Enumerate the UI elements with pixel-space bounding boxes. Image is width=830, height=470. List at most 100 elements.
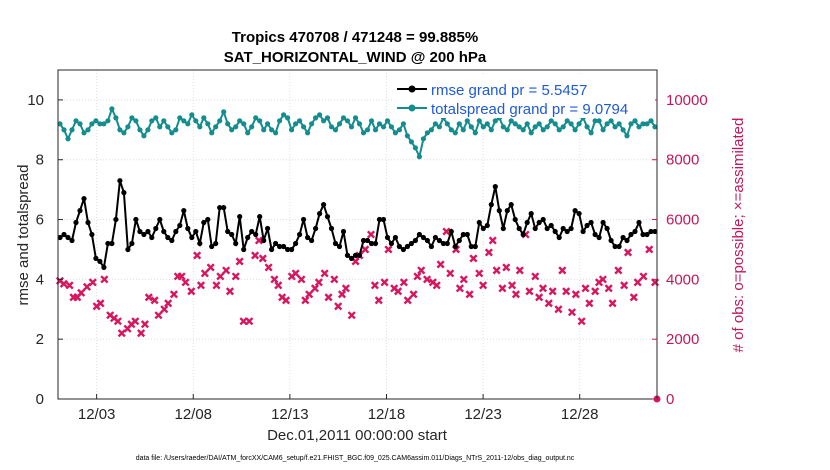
totalspread-point [488,127,494,133]
rmse-point [257,214,263,220]
rmse-point [356,252,363,258]
totalspread-point [644,121,650,127]
x-tick-label: 12/13 [271,406,309,423]
totalspread-point [265,121,271,127]
left-tick-label: 10 [27,92,44,109]
obs-marker [538,284,548,293]
rmse-point [141,231,147,238]
totalspread-point [225,121,231,127]
obs-marker [187,287,196,296]
totalspread-point [273,130,279,136]
totalspread-point [576,121,582,127]
totalspread-point [372,127,379,133]
totalspread-point [269,127,275,133]
obs-marker [212,281,221,290]
totalspread-point [352,115,359,121]
obs-marker [459,275,468,284]
obs-marker [535,293,544,302]
obs-marker [231,272,240,281]
obs-marker [502,263,511,272]
totalspread-point [364,127,371,133]
rmse-point [412,237,418,244]
rmse-point [628,231,634,238]
x-tick-label: 12/03 [78,406,116,423]
rmse-point [97,258,103,264]
rmse-point [544,225,550,232]
rmse-point [265,225,271,232]
totalspread-point [384,118,391,124]
rmse-point [113,216,119,223]
totalspread-point [636,124,642,130]
totalspread-point [532,124,538,130]
totalspread-point [420,136,426,142]
rmse-point [65,234,71,241]
totalspread-point [604,121,610,127]
totalspread-point [73,118,79,124]
rmse-point [293,240,299,247]
obs-marker [544,299,553,308]
rmse-point [197,240,203,247]
totalspread-point [125,124,131,130]
rmse-point [432,234,438,241]
totalspread-point [157,124,163,130]
totalspread-point [233,124,239,130]
x-tick-label: 12/08 [174,406,212,423]
obs-marker [314,278,323,287]
obs-marker [77,288,86,297]
totalspread-point [432,121,438,127]
chart-title-line1: Tropics 470708 / 471248 = 99.885% [232,29,478,46]
totalspread-point [600,127,606,133]
totalspread-point [448,127,454,133]
totalspread-point [332,127,339,133]
obs-marker [320,269,329,278]
totalspread-point [556,127,562,133]
totalspread-point [281,112,287,118]
totalspread-point [69,127,75,133]
obs-marker [324,293,333,302]
totalspread-point [237,118,243,124]
totalspread-point [520,127,526,133]
obs-marker [469,254,478,263]
obs-marker [181,278,190,287]
obs-marker [297,275,306,284]
obs-marker [200,269,209,278]
rmse-point [508,202,514,208]
obs-marker [96,299,105,308]
totalspread-point [197,124,203,130]
obs-marker [347,311,356,320]
totalspread-point [652,124,658,130]
legend-rmse-label: rmse grand pr = 5.5457 [431,82,587,99]
rmse-point [532,225,538,232]
rmse-point [516,225,522,232]
totalspread-point [245,130,251,136]
obs-marker [254,236,264,245]
rmse-point [105,240,111,247]
rmse-point [360,237,367,244]
totalspread-point [313,115,319,121]
right-tick-label: 0 [666,391,674,408]
totalspread-point [285,115,291,121]
totalspread-point [620,127,626,133]
totalspread-point [508,118,514,124]
plot-frame [57,69,658,400]
obs-marker [436,260,445,269]
obs-marker [577,317,586,326]
rmse-point [652,228,658,235]
totalspread-point [368,118,375,124]
legend: rmse grand pr = 5.5457 totalspread grand… [393,76,655,118]
totalspread-point [540,127,546,133]
rmse-point [73,219,79,226]
obs-marker [301,296,310,305]
totalspread-point [560,124,566,130]
totalspread-point [81,130,87,136]
obs-marker [330,275,339,284]
rmse-point [317,211,323,217]
obs-marker [281,296,291,305]
totalspread-point [492,118,498,124]
rmse-point [328,225,335,232]
rmse-point [408,240,414,247]
totalspread-point [169,130,175,136]
obs-marker [177,272,186,281]
obs-marker [100,275,109,284]
